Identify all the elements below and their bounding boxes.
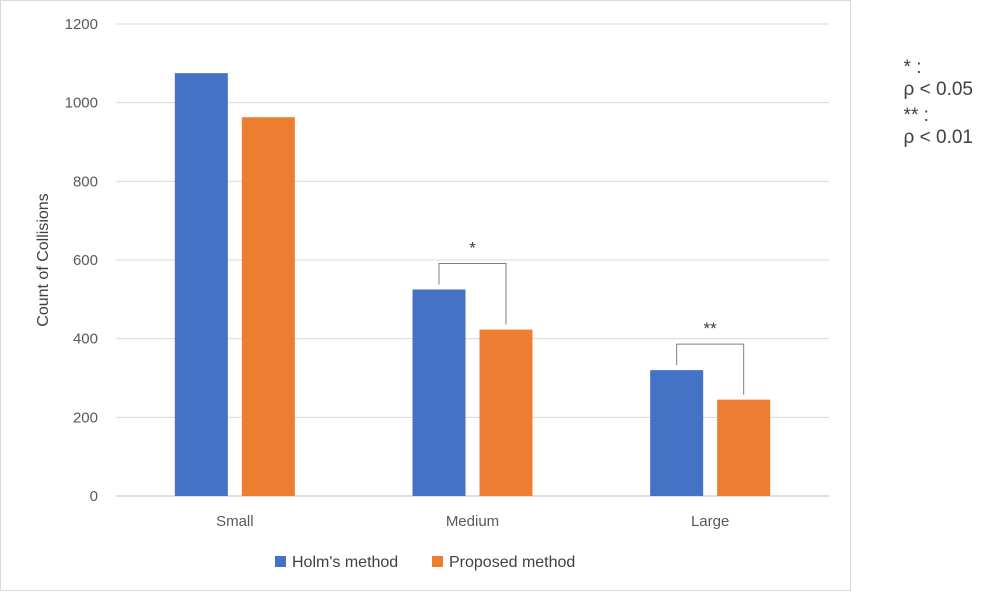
bar-holm-s-methodmedium <box>412 289 466 496</box>
legend-label: Holm's method <box>292 554 398 571</box>
bar-holm-s-methodsmall <box>174 73 228 497</box>
chart-frame: 0 200 400 600 800 1000 1200 * ** Small Medium Lar… <box>0 0 851 591</box>
x-tick-labels: Small Medium Large <box>216 513 729 530</box>
x-tick-label: Medium <box>446 513 499 530</box>
y-tick-label: 1200 <box>65 16 98 33</box>
x-tick-label: Small <box>216 513 254 530</box>
legend: Holm's method Proposed method <box>275 554 575 571</box>
significance-annotations: *** <box>438 239 745 395</box>
bar-proposed-methodmedium <box>479 329 533 496</box>
y-tick-label: 400 <box>73 331 98 348</box>
y-tick-label: 0 <box>90 488 98 505</box>
key-text: ρ < 0.01 <box>903 127 973 148</box>
significance-bracket <box>438 263 507 325</box>
gridlines <box>116 23 829 497</box>
bar-proposed-methodlarge <box>717 399 771 496</box>
legend-label: Proposed method <box>449 554 575 571</box>
y-tick-labels: 0 200 400 600 800 1000 1200 <box>65 16 98 505</box>
x-tick-label: Large <box>691 513 729 530</box>
significance-bracket <box>676 343 745 395</box>
legend-swatch <box>275 556 286 567</box>
bar-proposed-methodsmall <box>241 117 295 496</box>
y-tick-label: 800 <box>73 173 98 190</box>
y-axis-title: Count of Collisions <box>35 193 52 326</box>
legend-swatch <box>432 556 443 567</box>
y-tick-label: 200 <box>73 409 98 426</box>
y-tick-label: 600 <box>73 252 98 269</box>
significance-label: ** <box>704 319 718 338</box>
significance-key-row: ** : ρ < 0.01 <box>882 83 973 171</box>
key-text: ρ < 0.05 <box>903 79 973 100</box>
bars <box>174 73 771 497</box>
significance-key-row: * : ρ < 0.05 <box>882 35 973 123</box>
bar-holm-s-methodlarge <box>650 370 704 496</box>
significance-key: * : ρ < 0.05 ** : ρ < 0.01 <box>852 0 989 148</box>
key-symbol: * : <box>903 57 922 78</box>
key-symbol: ** : <box>903 105 929 126</box>
y-tick-label: 1000 <box>65 95 98 112</box>
significance-label: * <box>469 239 476 258</box>
